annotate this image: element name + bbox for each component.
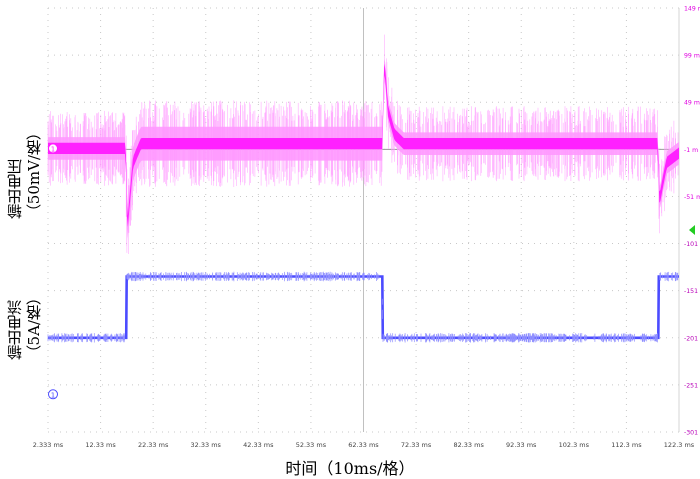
x-tick-label: 32.33 ms bbox=[191, 441, 222, 449]
right-tick-label: 49 m bbox=[684, 100, 700, 107]
voltage-label-line1: 输出电压 bbox=[6, 159, 24, 220]
voltage-core bbox=[48, 63, 679, 227]
right-tick-label: -251 m bbox=[684, 382, 700, 389]
channel-marker-current bbox=[48, 389, 58, 400]
series-voltage bbox=[47, 34, 679, 254]
x-tick-label: 52.33 ms bbox=[296, 441, 327, 449]
right-tick-label: -301 m bbox=[684, 430, 700, 437]
channel-marker-current-label: 1 bbox=[51, 391, 55, 399]
right-tick-label: 99 m bbox=[684, 53, 700, 60]
x-tick-label: 62.33 ms bbox=[348, 441, 379, 449]
current-label-line1: 输出电流 bbox=[6, 300, 24, 361]
x-tick-label: 12.33 ms bbox=[85, 441, 116, 449]
x-tick-label: 72.33 ms bbox=[401, 441, 432, 449]
channel-marker-voltage bbox=[48, 143, 58, 154]
right-tick-label: -51 m bbox=[684, 194, 700, 201]
voltage-label-line2: （50mV/格） bbox=[25, 125, 43, 220]
x-tick-label: 102.3 ms bbox=[559, 441, 590, 449]
y-axis-label-voltage: 输出电压 （50mV/格） bbox=[6, 125, 44, 219]
x-tick-label: 42.33 ms bbox=[243, 441, 274, 449]
x-axis-label: 时间（10ms/格） bbox=[285, 459, 415, 478]
channel-marker-voltage-label: 1 bbox=[51, 145, 55, 153]
right-tick-label: -1 m bbox=[684, 147, 698, 154]
x-tick-label: 112.3 ms bbox=[611, 441, 642, 449]
x-tick-label: 22.33 ms bbox=[138, 441, 169, 449]
x-tick-label: 82.33 ms bbox=[453, 441, 484, 449]
right-tick-label: -201 m bbox=[684, 335, 700, 342]
y-axis-label-current: 输出电流 （5A/格） bbox=[6, 290, 44, 360]
x-tick-label: 2.333 ms bbox=[33, 441, 64, 449]
right-tick-label: 149 m bbox=[684, 6, 700, 13]
series-current bbox=[47, 271, 679, 343]
current-label-line2: （5A/格） bbox=[25, 290, 43, 361]
right-tick-label: -101 m bbox=[684, 241, 700, 248]
current-line bbox=[48, 275, 679, 340]
current-noise bbox=[47, 271, 679, 343]
right-tick-label: -151 m bbox=[684, 288, 700, 295]
x-tick-label: 122.3 ms bbox=[664, 441, 695, 449]
trigger-level-marker bbox=[689, 225, 695, 235]
x-tick-label: 92.33 ms bbox=[506, 441, 537, 449]
